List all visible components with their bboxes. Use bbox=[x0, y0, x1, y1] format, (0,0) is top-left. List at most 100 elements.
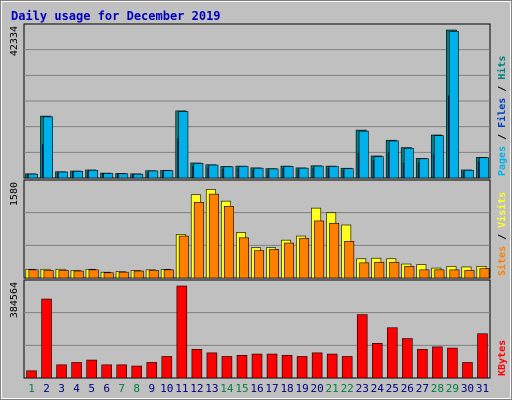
bar-pages bbox=[88, 170, 99, 179]
bar-sites bbox=[479, 268, 490, 279]
bar-pages bbox=[118, 173, 129, 179]
bar-kbytes bbox=[341, 356, 353, 379]
bar-kbytes bbox=[387, 327, 398, 379]
x-tick-label: 28 bbox=[431, 382, 444, 395]
bar-pages bbox=[479, 157, 489, 179]
x-tick-label: 18 bbox=[280, 382, 293, 395]
bar-sites bbox=[284, 242, 295, 279]
x-tick-label: 14 bbox=[220, 382, 234, 395]
bar-kbytes bbox=[71, 362, 82, 379]
x-tick-label: 24 bbox=[371, 382, 385, 395]
bar-sites bbox=[434, 269, 445, 279]
y-max-label: 384564 bbox=[9, 282, 20, 318]
x-tick-label: 12 bbox=[190, 382, 203, 395]
bar-sites bbox=[344, 241, 355, 279]
bar-sites bbox=[374, 261, 385, 279]
x-tick-label: 6 bbox=[103, 382, 110, 395]
bar-pages bbox=[253, 167, 264, 179]
x-tick-label: 16 bbox=[250, 382, 263, 395]
x-tick-label: 5 bbox=[88, 382, 95, 395]
bar-kbytes bbox=[176, 285, 188, 379]
legend-label: KBytes bbox=[497, 340, 508, 376]
bar-kbytes bbox=[311, 352, 323, 379]
bar-kbytes bbox=[281, 354, 293, 379]
x-tick-label: 13 bbox=[205, 382, 218, 395]
bar-pages bbox=[163, 170, 174, 179]
bar-pages bbox=[238, 166, 249, 179]
bar-sites bbox=[254, 250, 264, 279]
bar-kbytes bbox=[326, 353, 338, 379]
legend-files: Files bbox=[496, 98, 508, 128]
x-tick-label: 25 bbox=[386, 382, 399, 395]
bar-kbytes bbox=[86, 359, 97, 379]
x-tick-label: 27 bbox=[416, 382, 429, 395]
x-tick-label: 29 bbox=[446, 382, 459, 395]
bar-sites bbox=[103, 272, 114, 279]
bar-sites bbox=[88, 269, 99, 279]
bar-kbytes bbox=[191, 348, 203, 379]
y-max-label: 1580 bbox=[9, 182, 20, 206]
bar-kbytes bbox=[371, 343, 383, 379]
x-tick-label: 21 bbox=[326, 382, 339, 395]
bar-kbytes bbox=[146, 362, 158, 379]
bar-kbytes bbox=[131, 365, 143, 379]
bar-kbytes bbox=[161, 356, 173, 379]
bar-sites bbox=[404, 266, 415, 279]
bar-sites bbox=[163, 269, 174, 279]
bar-pages bbox=[433, 135, 444, 179]
bar-kbytes bbox=[477, 333, 488, 379]
bar-sites bbox=[419, 269, 430, 279]
bar-pages bbox=[148, 170, 159, 179]
bar-sites bbox=[178, 235, 189, 279]
bar-pages bbox=[388, 140, 399, 179]
bar-pages bbox=[58, 171, 68, 179]
bar-pages bbox=[373, 156, 384, 179]
bar-pages bbox=[103, 173, 114, 179]
bar-sites bbox=[464, 270, 475, 279]
bar-pages bbox=[313, 165, 324, 179]
x-tick-label: 7 bbox=[118, 382, 125, 395]
bar-kbytes bbox=[41, 298, 52, 379]
x-tick-label: 8 bbox=[133, 382, 140, 395]
bar-kbytes bbox=[236, 354, 248, 379]
bar-kbytes bbox=[417, 348, 428, 379]
bar-sites bbox=[449, 269, 460, 279]
bar-sites bbox=[269, 249, 279, 279]
bar-sites bbox=[118, 271, 129, 279]
bar-kbytes bbox=[462, 362, 473, 379]
bar-pages bbox=[223, 166, 234, 179]
x-tick-label: 19 bbox=[295, 382, 308, 395]
x-tick-label: 10 bbox=[160, 382, 173, 395]
bar-kbytes bbox=[447, 347, 458, 379]
x-tick-label: 2 bbox=[43, 382, 50, 395]
bar-kbytes bbox=[296, 356, 308, 379]
bar-sites bbox=[148, 270, 159, 279]
bar-sites bbox=[208, 193, 219, 279]
bar-kbytes bbox=[356, 314, 368, 379]
x-tick-label: 11 bbox=[175, 382, 188, 395]
bar-kbytes bbox=[266, 353, 278, 379]
bar-sites bbox=[223, 206, 234, 279]
legend-visits: Visits bbox=[496, 192, 508, 228]
x-tick-label: 1 bbox=[28, 382, 35, 395]
bar-pages bbox=[464, 170, 474, 179]
bar-kbytes bbox=[251, 353, 263, 379]
bar-sites bbox=[389, 261, 400, 279]
bar-sites bbox=[239, 237, 249, 279]
x-tick-label: 4 bbox=[73, 382, 80, 395]
bar-kbytes bbox=[116, 364, 127, 379]
x-tick-label: 3 bbox=[58, 382, 65, 395]
bar-kbytes bbox=[26, 370, 37, 379]
bar-sites bbox=[314, 220, 325, 279]
bar-sites bbox=[329, 222, 340, 279]
x-tick-label: 22 bbox=[341, 382, 354, 395]
bar-kbytes bbox=[206, 352, 218, 379]
x-tick-label: 17 bbox=[265, 382, 278, 395]
bar-pages bbox=[268, 168, 279, 179]
bar-pages bbox=[343, 168, 354, 179]
legend-kbytes: KBytes bbox=[497, 340, 508, 376]
legend-label: Pages / Files / Hits bbox=[496, 56, 508, 176]
bar-pages bbox=[28, 173, 38, 179]
